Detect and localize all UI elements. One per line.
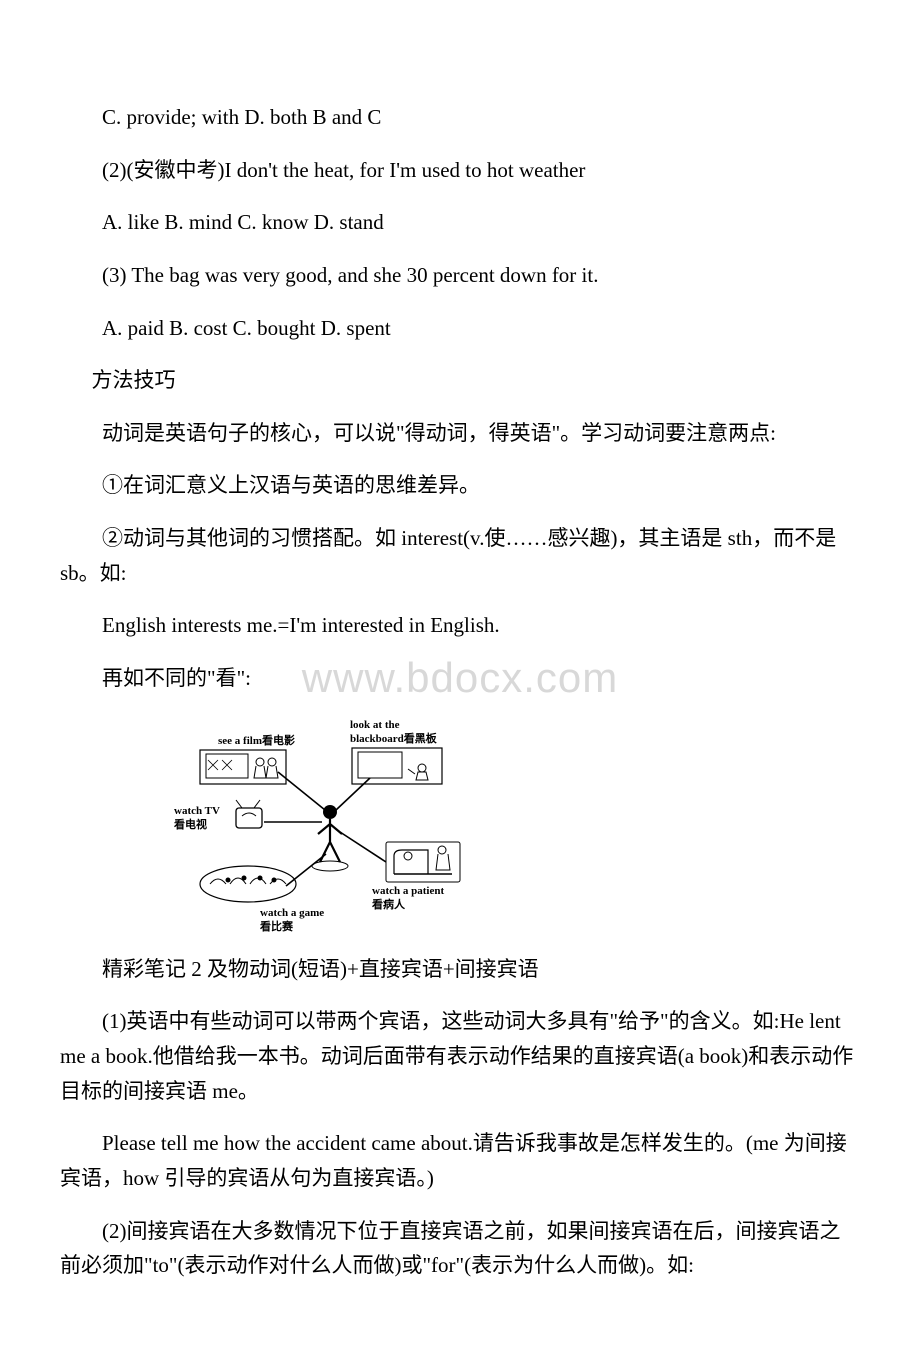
method-intro: 动词是英语句子的核心，可以说"得动词，得英语"。学习动词要注意两点: <box>60 416 860 451</box>
point-1: ①在词汇意义上汉语与英语的思维差异。 <box>60 468 860 503</box>
look-see-watch-diagram: look at the blackboard看黑板 see a film看电影 <box>160 714 860 934</box>
diagram-label-lookat: look at the <box>350 719 400 731</box>
note-2-p3: (2)间接宾语在大多数情况下位于直接宾语之前，如果间接宾语在后，间接宾语之前必须… <box>60 1214 860 1283</box>
note-2-p1: (1)英语中有些动词可以带两个宾语，这些动词大多具有"给予"的含义。如:He l… <box>60 1004 860 1108</box>
options-2: A. like B. mind C. know D. stand <box>60 205 860 240</box>
question-2: (2)(安徽中考)I don't the heat, for I'm used … <box>60 153 860 188</box>
diagram-label-watchtv-zh: 看电视 <box>174 817 207 831</box>
diagram-label-watchtv-en: watch TV <box>174 805 220 817</box>
note-2-p2: Please tell me how the accident came abo… <box>60 1126 860 1195</box>
diagram-label-game-zh: 看比赛 <box>260 919 294 933</box>
option-line-c-d: C. provide; with D. both B and C <box>60 100 860 135</box>
watermark-row: www.bdocx.com 再如不同的"看": <box>60 661 860 696</box>
point-2: ②动词与其他词的习惯搭配。如 interest(v.使……感兴趣)，其主语是 s… <box>60 521 860 590</box>
diagram-label-game-en: watch a game <box>260 907 324 919</box>
diagram-label-blackboard: blackboard看黑板 <box>350 731 438 745</box>
question-3: (3) The bag was very good, and she 30 pe… <box>60 258 860 293</box>
diagram-label-patient-en: watch a patient <box>372 885 444 897</box>
example-sentence: English interests me.=I'm interested in … <box>60 608 860 643</box>
see-variants: 再如不同的"看": <box>60 661 860 696</box>
diagram-label-seefilm: see a film看电影 <box>218 733 295 747</box>
note-2-heading: 精彩笔记 2 及物动词(短语)+直接宾语+间接宾语 <box>60 952 860 987</box>
options-3: A. paid B. cost C. bought D. spent <box>60 311 860 346</box>
diagram-label-patient-zh: 看病人 <box>372 897 406 911</box>
method-heading: 方法技巧 <box>60 363 860 398</box>
